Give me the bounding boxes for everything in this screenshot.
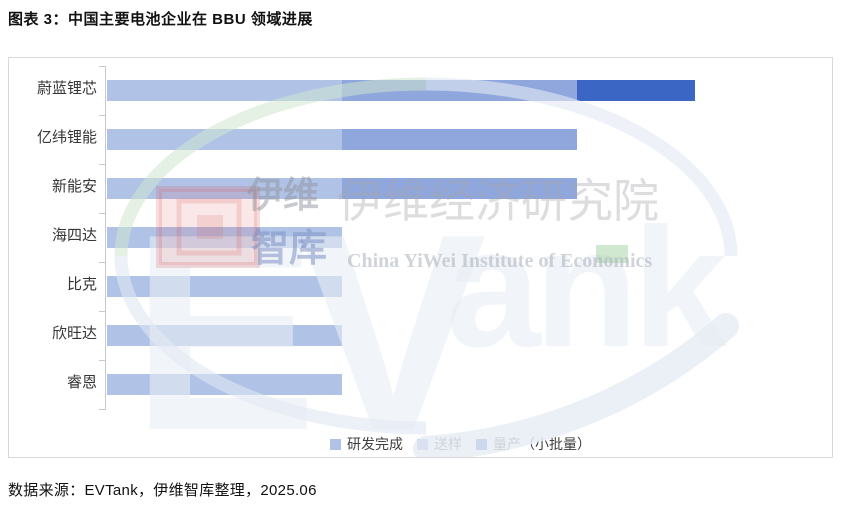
legend-item: 研发完成 xyxy=(330,434,403,454)
category-label: 亿纬锂能 xyxy=(36,130,97,146)
bar-row xyxy=(107,66,837,115)
bar-segment xyxy=(107,325,342,346)
stacked-bar xyxy=(107,374,342,395)
figure-title: 图表 3：中国主要电池企业在 BBU 领域进展 xyxy=(8,11,313,28)
bar-segment xyxy=(342,80,577,101)
category-label: 欣旺达 xyxy=(51,326,97,342)
category-label: 蔚蓝锂芯 xyxy=(36,81,97,97)
bar-row xyxy=(107,213,837,262)
bar-segment xyxy=(107,276,342,297)
stacked-bar xyxy=(107,129,577,150)
y-axis-labels: 蔚蓝锂芯亿纬锂能新能安海四达比克欣旺达睿恩 xyxy=(9,58,97,418)
bar-row xyxy=(107,360,837,409)
bar-segment xyxy=(107,129,342,150)
axis-tick xyxy=(99,360,106,361)
axis-tick xyxy=(99,311,106,312)
stacked-bar xyxy=(107,178,577,199)
stacked-bar xyxy=(107,227,342,248)
bar-segment xyxy=(107,178,342,199)
bar-segment xyxy=(107,374,342,395)
category-label: 新能安 xyxy=(51,179,97,195)
bar-segment xyxy=(342,178,577,199)
plot-area xyxy=(99,66,837,410)
category-label: 比克 xyxy=(66,277,97,293)
legend-label: 研发完成 xyxy=(347,438,403,453)
axis-tick xyxy=(99,164,106,165)
bar-segment xyxy=(577,80,695,101)
stacked-bar xyxy=(107,276,342,297)
category-label: 海四达 xyxy=(51,228,97,244)
chart-legend: 研发完成 送样 量产（小批量） xyxy=(49,434,849,454)
axis-tick xyxy=(99,115,106,116)
bar-row xyxy=(107,115,837,164)
axis-tick xyxy=(99,262,106,263)
bar-row xyxy=(107,164,837,213)
legend-swatch xyxy=(330,438,341,450)
axis-tick xyxy=(99,409,106,410)
axis-tick xyxy=(99,213,106,214)
legend-label: 送样 xyxy=(434,438,462,453)
legend-swatch xyxy=(417,438,428,450)
category-label: 睿恩 xyxy=(66,375,97,391)
bar-segment xyxy=(342,129,577,150)
bar-row xyxy=(107,311,837,360)
legend-swatch xyxy=(476,438,487,450)
axis-tick xyxy=(99,66,106,67)
stacked-bar xyxy=(107,325,342,346)
bar-segment xyxy=(107,227,342,248)
legend-label: 量产（小批量） xyxy=(493,438,591,453)
stacked-bar xyxy=(107,80,695,101)
bar-row xyxy=(107,262,837,311)
legend-item: 送样 xyxy=(417,434,462,454)
chart-container: 蔚蓝锂芯 亿纬锂能 新能安 海四达 比克 欣旺达 睿恩 研发完成 送样 量产（小批量） EV a… xyxy=(8,57,833,458)
legend-item: 量产（小批量） xyxy=(476,434,591,454)
data-source: 数据来源：EVTank，伊维智库整理，2025.06 xyxy=(8,482,317,499)
bar-segment xyxy=(107,80,342,101)
